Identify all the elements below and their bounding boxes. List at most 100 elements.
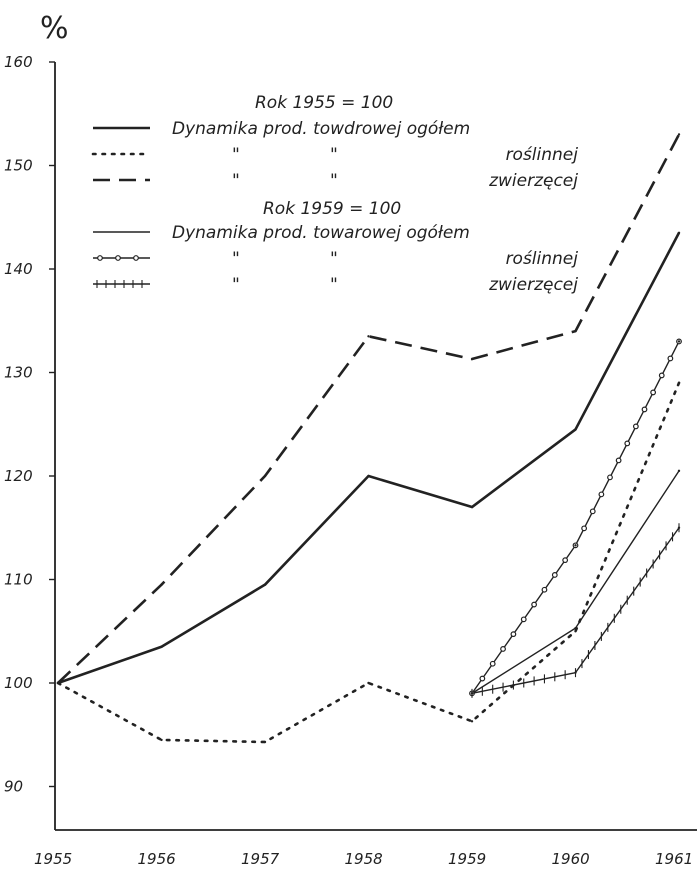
chart-axes: % (40, 11, 697, 831)
legend-ditto-mark: " (330, 145, 338, 165)
data-point (367, 335, 370, 338)
chart-legend: Rok 1955 = 100 Rok 1959 = 100 Dynamika p… (91, 93, 579, 295)
data-point (677, 381, 681, 385)
legend-entry: " " roślinnej (91, 145, 579, 165)
legend-entry: " " zwierzęcej (93, 275, 578, 295)
circle-marker (667, 355, 674, 362)
data-point (574, 544, 577, 547)
data-point (677, 231, 681, 234)
data-point (470, 720, 474, 723)
y-tick-label: 160 (4, 53, 33, 71)
circle-marker (500, 646, 506, 652)
circle-marker (658, 372, 665, 379)
series-line-dotted (56, 381, 681, 744)
legend-group2-title: Rok 1959 = 100 (263, 199, 401, 219)
y-tick-label: 100 (4, 674, 33, 692)
y-tick-labels: 90 100 110 120 130 140 150 160 (4, 53, 55, 796)
data-point (56, 681, 60, 685)
circle-marker (520, 616, 527, 623)
y-tick-label: 90 (4, 778, 23, 796)
circle-marker (97, 255, 103, 261)
data-point (160, 738, 163, 742)
series-thick-solid (56, 231, 681, 685)
circle-marker (581, 525, 588, 532)
legend-label: Dynamika prod. towarowej ogółem (172, 223, 470, 243)
data-point (367, 681, 370, 685)
data-point (677, 133, 681, 136)
legend-label: zwierzęcej (488, 275, 578, 295)
legend-ditto-mark: " (232, 275, 240, 295)
legend-entry: Dynamika prod. towarowej ogółem (93, 223, 470, 243)
circle-marker (541, 586, 548, 593)
x-tick-label: 1958 (345, 850, 383, 868)
circle-marker (531, 601, 537, 608)
legend-entry: Dynamika prod. towdrowej ogółem (93, 119, 470, 139)
data-point (574, 626, 577, 630)
data-point (574, 329, 577, 333)
legend-label: roślinnej (506, 249, 579, 269)
x-tick-label: 1956 (138, 850, 176, 868)
circle-marker (650, 389, 657, 396)
x-tick-label: 1959 (448, 850, 486, 868)
data-point (160, 645, 163, 648)
series-line-thin-solid (471, 470, 680, 694)
circle-marker (632, 423, 639, 430)
data-point (470, 357, 474, 361)
y-axis-unit-label: % (40, 11, 69, 46)
series-circles (469, 338, 682, 697)
series-thin-solid (470, 469, 681, 695)
data-point (574, 630, 577, 633)
data-point (470, 692, 474, 695)
legend-label: Dynamika prod. towdrowej ogółem (172, 119, 470, 139)
x-tick-label: 1960 (552, 850, 590, 868)
series-line-thick-solid (57, 232, 681, 685)
circle-marker (510, 631, 517, 638)
data-point (677, 340, 681, 343)
data-point (263, 583, 267, 586)
x-tick-label: 1955 (34, 850, 72, 868)
legend-ditto-mark: " (232, 145, 240, 165)
legend-entry: " " zwierzęcej (93, 171, 578, 191)
legend-ditto-mark: " (232, 171, 240, 191)
data-point (677, 526, 681, 529)
circle-marker (562, 557, 569, 564)
legend-ditto-mark: " (330, 275, 338, 295)
y-tick-label: 130 (4, 364, 33, 382)
legend-entry: " " roślinnej (93, 249, 578, 269)
x-tick-labels: 1955 1956 1957 1958 1959 1960 1961 (34, 850, 693, 868)
legend-group1-title: Rok 1955 = 100 (255, 93, 393, 113)
x-tick-label: 1961 (655, 850, 693, 868)
data-point (367, 474, 370, 478)
y-tick-label: 140 (4, 260, 33, 278)
circle-marker (624, 440, 631, 447)
series-crosses (470, 523, 681, 698)
data-point (160, 583, 163, 586)
series-dashed (56, 133, 681, 685)
circle-marker (641, 406, 648, 413)
circle-marker (115, 255, 121, 261)
circle-marker (551, 572, 558, 578)
circle-marker (489, 660, 496, 667)
legend-label: zwierzęcej (488, 171, 578, 191)
circle-marker (479, 675, 486, 682)
circle-marker (589, 508, 596, 515)
chart-series (56, 133, 682, 744)
circle-marker (615, 457, 622, 464)
legend-ditto-mark: " (330, 171, 338, 191)
y-tick-label: 150 (4, 157, 33, 175)
data-point (263, 474, 267, 478)
y-tick-label: 110 (4, 571, 33, 589)
data-point (263, 740, 267, 744)
y-tick-label: 120 (4, 467, 33, 485)
data-point (574, 671, 577, 674)
data-point (470, 505, 474, 509)
data-point (677, 469, 681, 473)
circle-marker (598, 491, 605, 498)
legend-label: roślinnej (506, 145, 579, 165)
circle-marker (607, 474, 613, 481)
legend-ditto-mark: " (330, 249, 338, 269)
legend-ditto-mark: " (232, 249, 240, 269)
circle-marker (133, 255, 139, 261)
series-dotted (56, 381, 681, 744)
